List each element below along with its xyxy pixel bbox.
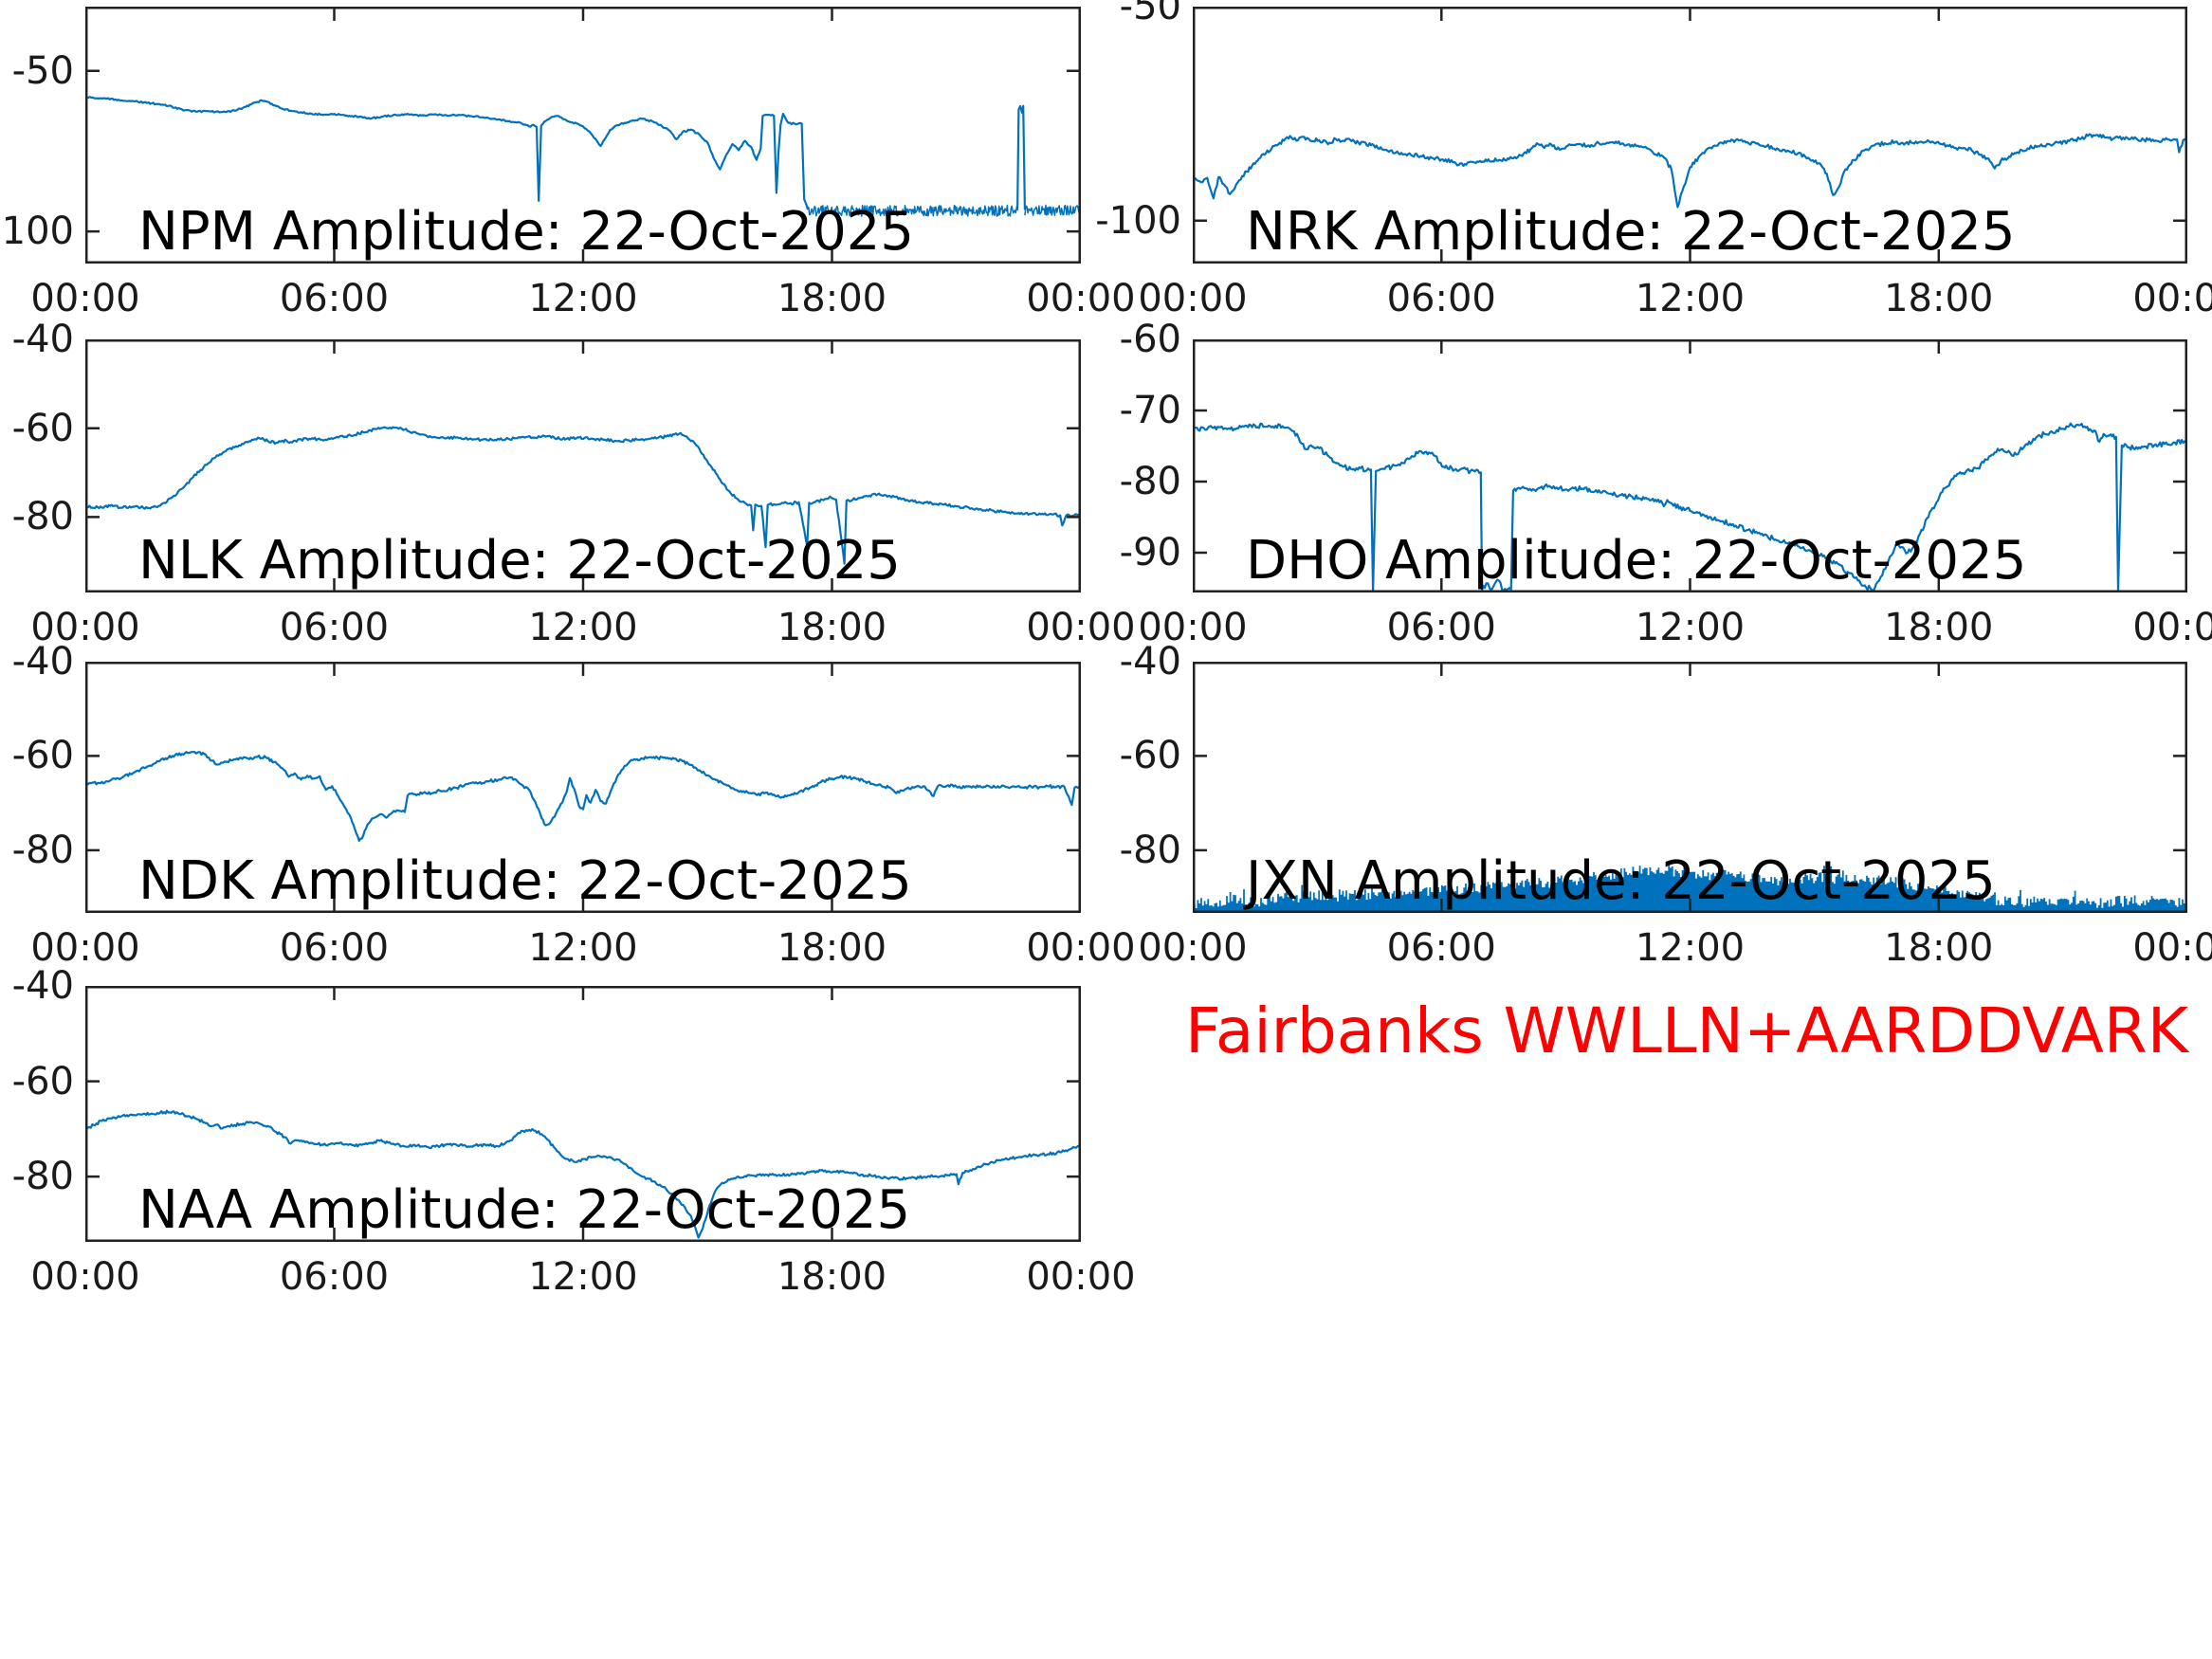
x-tick-label-naa-3: 18:00	[777, 1255, 887, 1299]
y-tick-label-naa-0: -40	[11, 964, 74, 1008]
x-tick-label-jxn-2: 12:00	[1635, 926, 1746, 970]
y-tick-label-nlk-2: -80	[11, 495, 74, 539]
chart-nlk-title: NLK Amplitude: 22-Oct-2025	[138, 530, 901, 592]
chart-npm-title: NPM Amplitude: 22-Oct-2025	[138, 201, 914, 263]
chart-ndk-title: NDK Amplitude: 22-Oct-2025	[138, 850, 912, 912]
y-tick-label-npm-0: -50	[11, 48, 74, 93]
x-tick-label-jxn-1: 06:00	[1386, 926, 1496, 970]
x-tick-label-dho-2: 12:00	[1635, 606, 1746, 649]
chart-naa-canvas	[85, 986, 1081, 1242]
x-tick-label-jxn-4: 00:00	[2132, 926, 2212, 970]
x-tick-label-npm-3: 18:00	[777, 277, 887, 320]
axis-box	[1193, 339, 2187, 592]
x-tick-label-dho-0: 00:00	[1138, 606, 1248, 649]
chart-dho-canvas	[1193, 339, 2187, 592]
y-tick-label-naa-1: -60	[11, 1059, 74, 1103]
x-tick-label-nrk-3: 18:00	[1884, 277, 1994, 320]
x-tick-label-naa-1: 06:00	[279, 1255, 390, 1299]
y-tick-label-dho-2: -80	[1119, 460, 1181, 503]
x-tick-label-npm-0: 00:00	[30, 277, 140, 320]
y-tick-label-jxn-0: -40	[1119, 640, 1181, 684]
y-tick-label-ndk-1: -60	[11, 734, 74, 778]
chart-naa-title: NAA Amplitude: 22-Oct-2025	[138, 1179, 911, 1241]
axis-box	[1193, 662, 2187, 913]
x-tick-label-nlk-3: 18:00	[777, 606, 887, 649]
x-tick-label-naa-2: 12:00	[528, 1255, 638, 1299]
x-tick-label-dho-1: 06:00	[1386, 606, 1496, 649]
axis-ticks	[1193, 339, 2187, 592]
x-tick-label-ndk-1: 06:00	[279, 926, 390, 970]
chart-nlk-canvas	[85, 339, 1081, 592]
axis-ticks	[85, 986, 1081, 1241]
y-tick-label-npm-1: -100	[0, 210, 74, 254]
x-tick-label-ndk-3: 18:00	[777, 926, 887, 970]
axis-ticks	[85, 339, 1081, 592]
trace-dho-0	[1193, 422, 2187, 592]
x-tick-label-nlk-0: 00:00	[30, 606, 140, 649]
trace-npm-2	[1016, 104, 1026, 210]
x-tick-label-npm-4: 00:00	[1026, 277, 1136, 320]
axis-box	[85, 7, 1081, 264]
chart-nrk-title: NRK Amplitude: 22-Oct-2025	[1246, 201, 2016, 263]
y-tick-label-ndk-2: -80	[11, 828, 74, 872]
y-tick-label-nlk-1: -60	[11, 406, 74, 450]
x-tick-label-ndk-4: 00:00	[1026, 926, 1136, 970]
y-tick-label-jxn-2: -80	[1119, 828, 1181, 872]
y-tick-label-ndk-0: -40	[11, 640, 74, 684]
x-tick-label-naa-4: 00:00	[1026, 1255, 1136, 1299]
y-tick-label-nrk-0: -50	[1119, 0, 1181, 28]
axis-ticks	[1193, 7, 2187, 263]
x-tick-label-nrk-1: 06:00	[1386, 277, 1496, 320]
x-tick-label-nlk-2: 12:00	[528, 606, 638, 649]
x-tick-label-dho-4: 00:00	[2132, 606, 2212, 649]
trace-naa-0	[85, 1109, 1081, 1239]
chart-npm-canvas	[85, 7, 1081, 264]
trace-nlk-0	[85, 426, 1081, 565]
y-tick-label-naa-2: -80	[11, 1155, 74, 1199]
axis-ticks	[1193, 662, 2187, 912]
y-tick-label-nlk-0: -40	[11, 318, 74, 361]
x-tick-label-npm-2: 12:00	[528, 277, 638, 320]
axis-box	[1193, 7, 2187, 264]
x-tick-label-nlk-1: 06:00	[279, 606, 390, 649]
axis-box	[85, 986, 1081, 1242]
trace-jxn-band-0	[1193, 864, 2187, 913]
x-tick-label-jxn-3: 18:00	[1884, 926, 1994, 970]
chart-dho-title: DHO Amplitude: 22-Oct-2025	[1246, 530, 2027, 592]
chart-jxn-title: JXN Amplitude: 22-Oct-2025	[1246, 850, 1996, 912]
y-tick-label-dho-1: -70	[1119, 389, 1181, 432]
chart-nrk-canvas	[1193, 7, 2187, 264]
chart-jxn-canvas	[1193, 662, 2187, 913]
axis-ticks	[85, 662, 1081, 912]
y-tick-label-nrk-1: -100	[1095, 198, 1181, 243]
x-tick-label-nrk-2: 12:00	[1635, 277, 1746, 320]
x-tick-label-naa-0: 00:00	[30, 1255, 140, 1299]
trace-ndk-0	[85, 751, 1081, 842]
x-tick-label-nlk-4: 00:00	[1026, 606, 1136, 649]
x-tick-label-npm-1: 06:00	[279, 277, 390, 320]
station-annotation: Fairbanks WWLLN+AARDDVARK	[1185, 994, 2188, 1067]
y-tick-label-dho-0: -60	[1119, 318, 1181, 361]
trace-nrk-0	[1193, 133, 2187, 209]
axis-box	[85, 662, 1081, 913]
x-tick-label-nrk-0: 00:00	[1138, 277, 1248, 320]
axis-box	[85, 339, 1081, 592]
x-tick-label-nrk-4: 00:00	[2132, 277, 2212, 320]
trace-npm-noise-3	[1024, 204, 1081, 216]
axis-ticks	[85, 8, 1081, 263]
x-tick-label-dho-3: 18:00	[1884, 606, 1994, 649]
y-tick-label-dho-3: -90	[1119, 531, 1181, 574]
y-tick-label-jxn-1: -60	[1119, 734, 1181, 778]
x-tick-label-jxn-0: 00:00	[1138, 926, 1248, 970]
trace-npm-0	[85, 96, 810, 210]
trace-npm-noise-1	[807, 204, 1018, 217]
x-tick-label-ndk-2: 12:00	[528, 926, 638, 970]
x-tick-label-ndk-0: 00:00	[30, 926, 140, 970]
chart-ndk-canvas	[85, 662, 1081, 913]
